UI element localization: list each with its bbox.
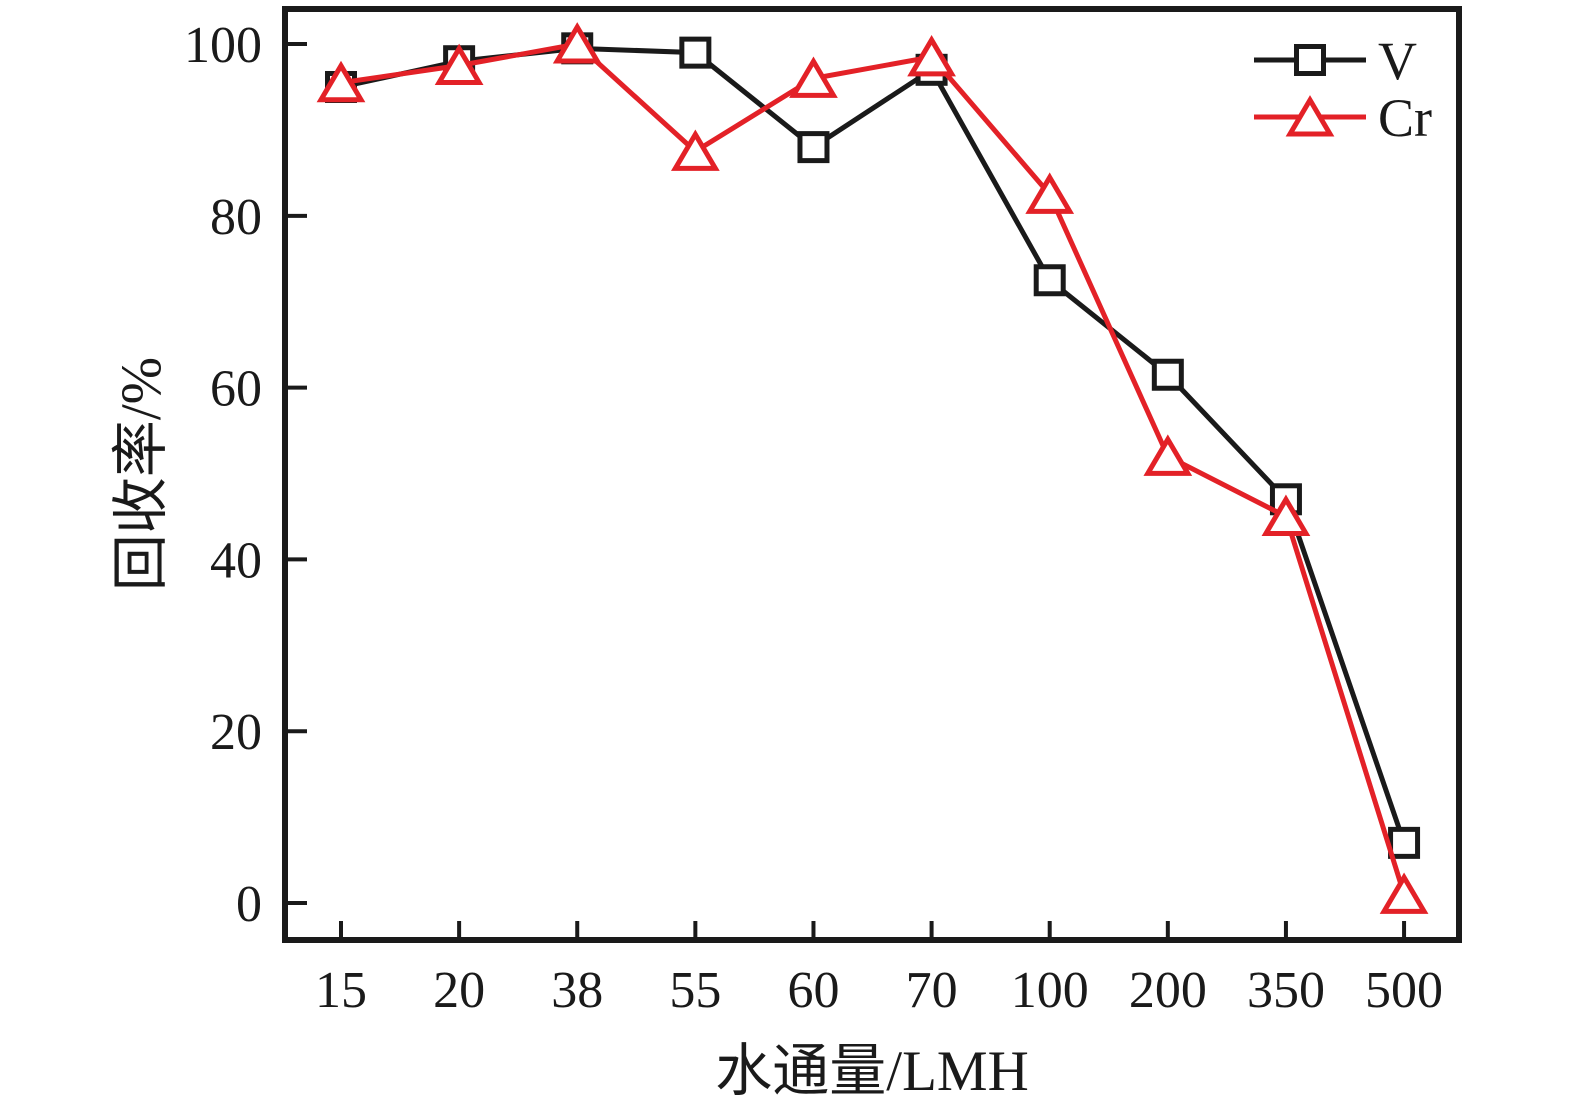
data-point-Cr-60 [789,56,838,98]
x-tick-label: 70 [906,962,958,1019]
series-line-V [340,45,1407,844]
data-point-Cr-15 [316,60,366,103]
x-tick-label: 500 [1365,962,1443,1019]
legend-marker-Cr [1285,95,1335,137]
x-tick-label: 200 [1129,962,1207,1019]
data-point-V-100 [1033,264,1066,297]
legend-label-Cr: Cr [1378,88,1432,148]
data-point-V-60 [797,131,830,164]
legend-marker-V [1294,44,1326,76]
y-axis-title: 回收率/% [110,356,173,592]
x-tick-label: 100 [1011,962,1089,1019]
y-tick-label: 40 [210,532,262,589]
data-point-Cr-100 [1025,172,1075,214]
x-tick-label: 55 [669,962,721,1019]
data-point-Cr-350 [1261,494,1311,536]
legend-label-V: V [1378,31,1417,91]
data-point-V-55 [679,36,712,69]
x-tick-label: 15 [315,962,367,1019]
series-line-Cr [340,41,1407,896]
y-tick-label: 20 [210,704,262,761]
data-point-Cr-500 [1379,872,1429,914]
data-point-Cr-38 [552,22,602,64]
data-point-V-200 [1151,358,1184,391]
x-tick-label: 60 [787,962,839,1019]
data-point-Cr-70 [907,34,956,77]
x-tick-label: 38 [551,962,603,1019]
x-tick-label: 20 [433,962,485,1019]
y-tick-label: 100 [184,17,262,74]
data-point-Cr-20 [434,43,484,86]
data-point-Cr-200 [1143,434,1193,476]
y-tick-label: 0 [236,876,262,933]
plot-frame [282,6,1462,943]
data-point-Cr-55 [670,129,720,171]
y-tick-label: 60 [210,361,262,418]
data-point-V-500 [1388,826,1421,859]
x-tick-label: 350 [1247,962,1325,1019]
y-tick-label: 80 [210,189,262,246]
x-axis-title: 水通量/LMH [715,1040,1029,1103]
